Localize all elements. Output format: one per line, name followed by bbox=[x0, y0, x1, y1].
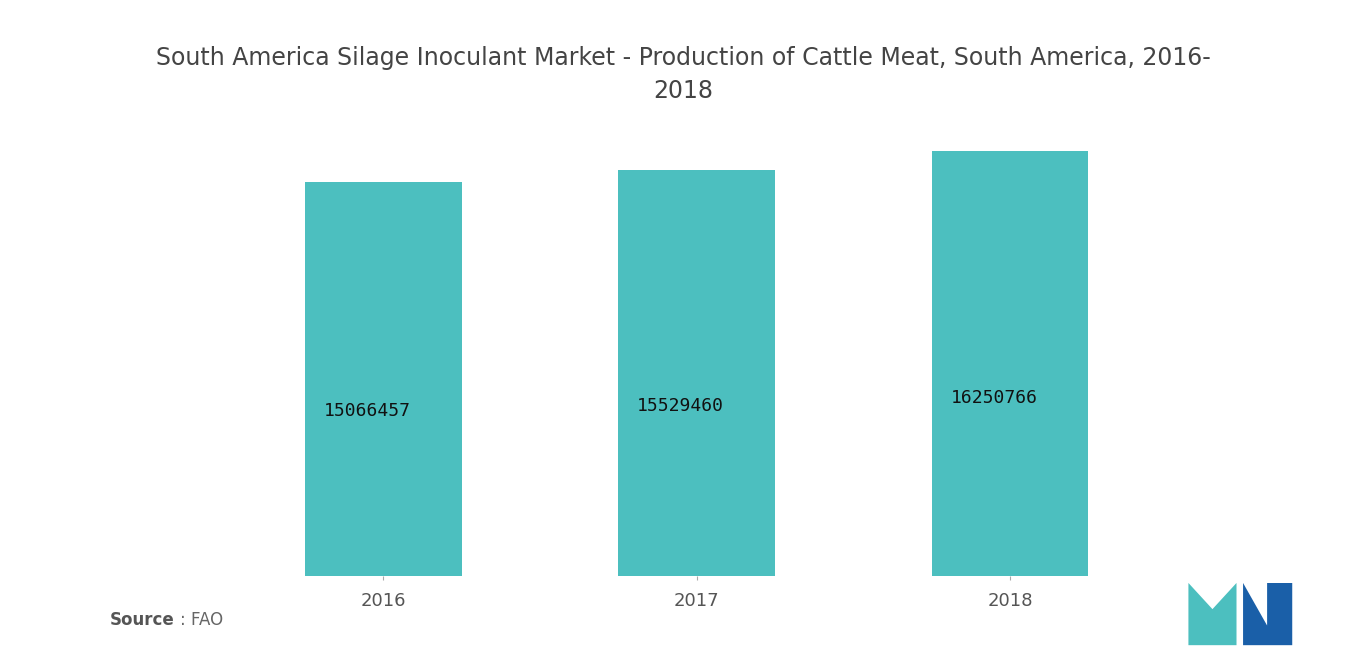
Polygon shape bbox=[1188, 583, 1236, 645]
Text: 15529460: 15529460 bbox=[637, 396, 724, 415]
Polygon shape bbox=[1243, 583, 1292, 645]
Text: : FAO: : FAO bbox=[180, 611, 224, 629]
Bar bbox=[619, 170, 775, 576]
Text: 15066457: 15066457 bbox=[324, 402, 411, 420]
Bar bbox=[305, 181, 462, 576]
Text: South America Silage Inoculant Market - Production of Cattle Meat, South America: South America Silage Inoculant Market - … bbox=[156, 46, 1210, 103]
Text: 16250766: 16250766 bbox=[951, 388, 1038, 407]
Bar bbox=[932, 151, 1089, 576]
Text: Source: Source bbox=[109, 611, 173, 629]
